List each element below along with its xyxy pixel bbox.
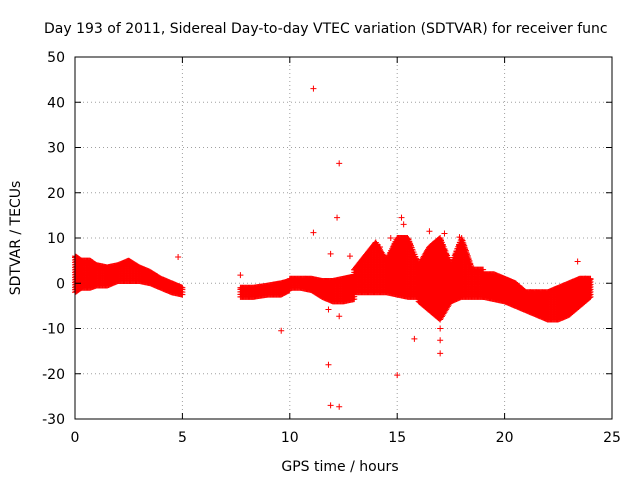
data-points	[72, 85, 594, 410]
